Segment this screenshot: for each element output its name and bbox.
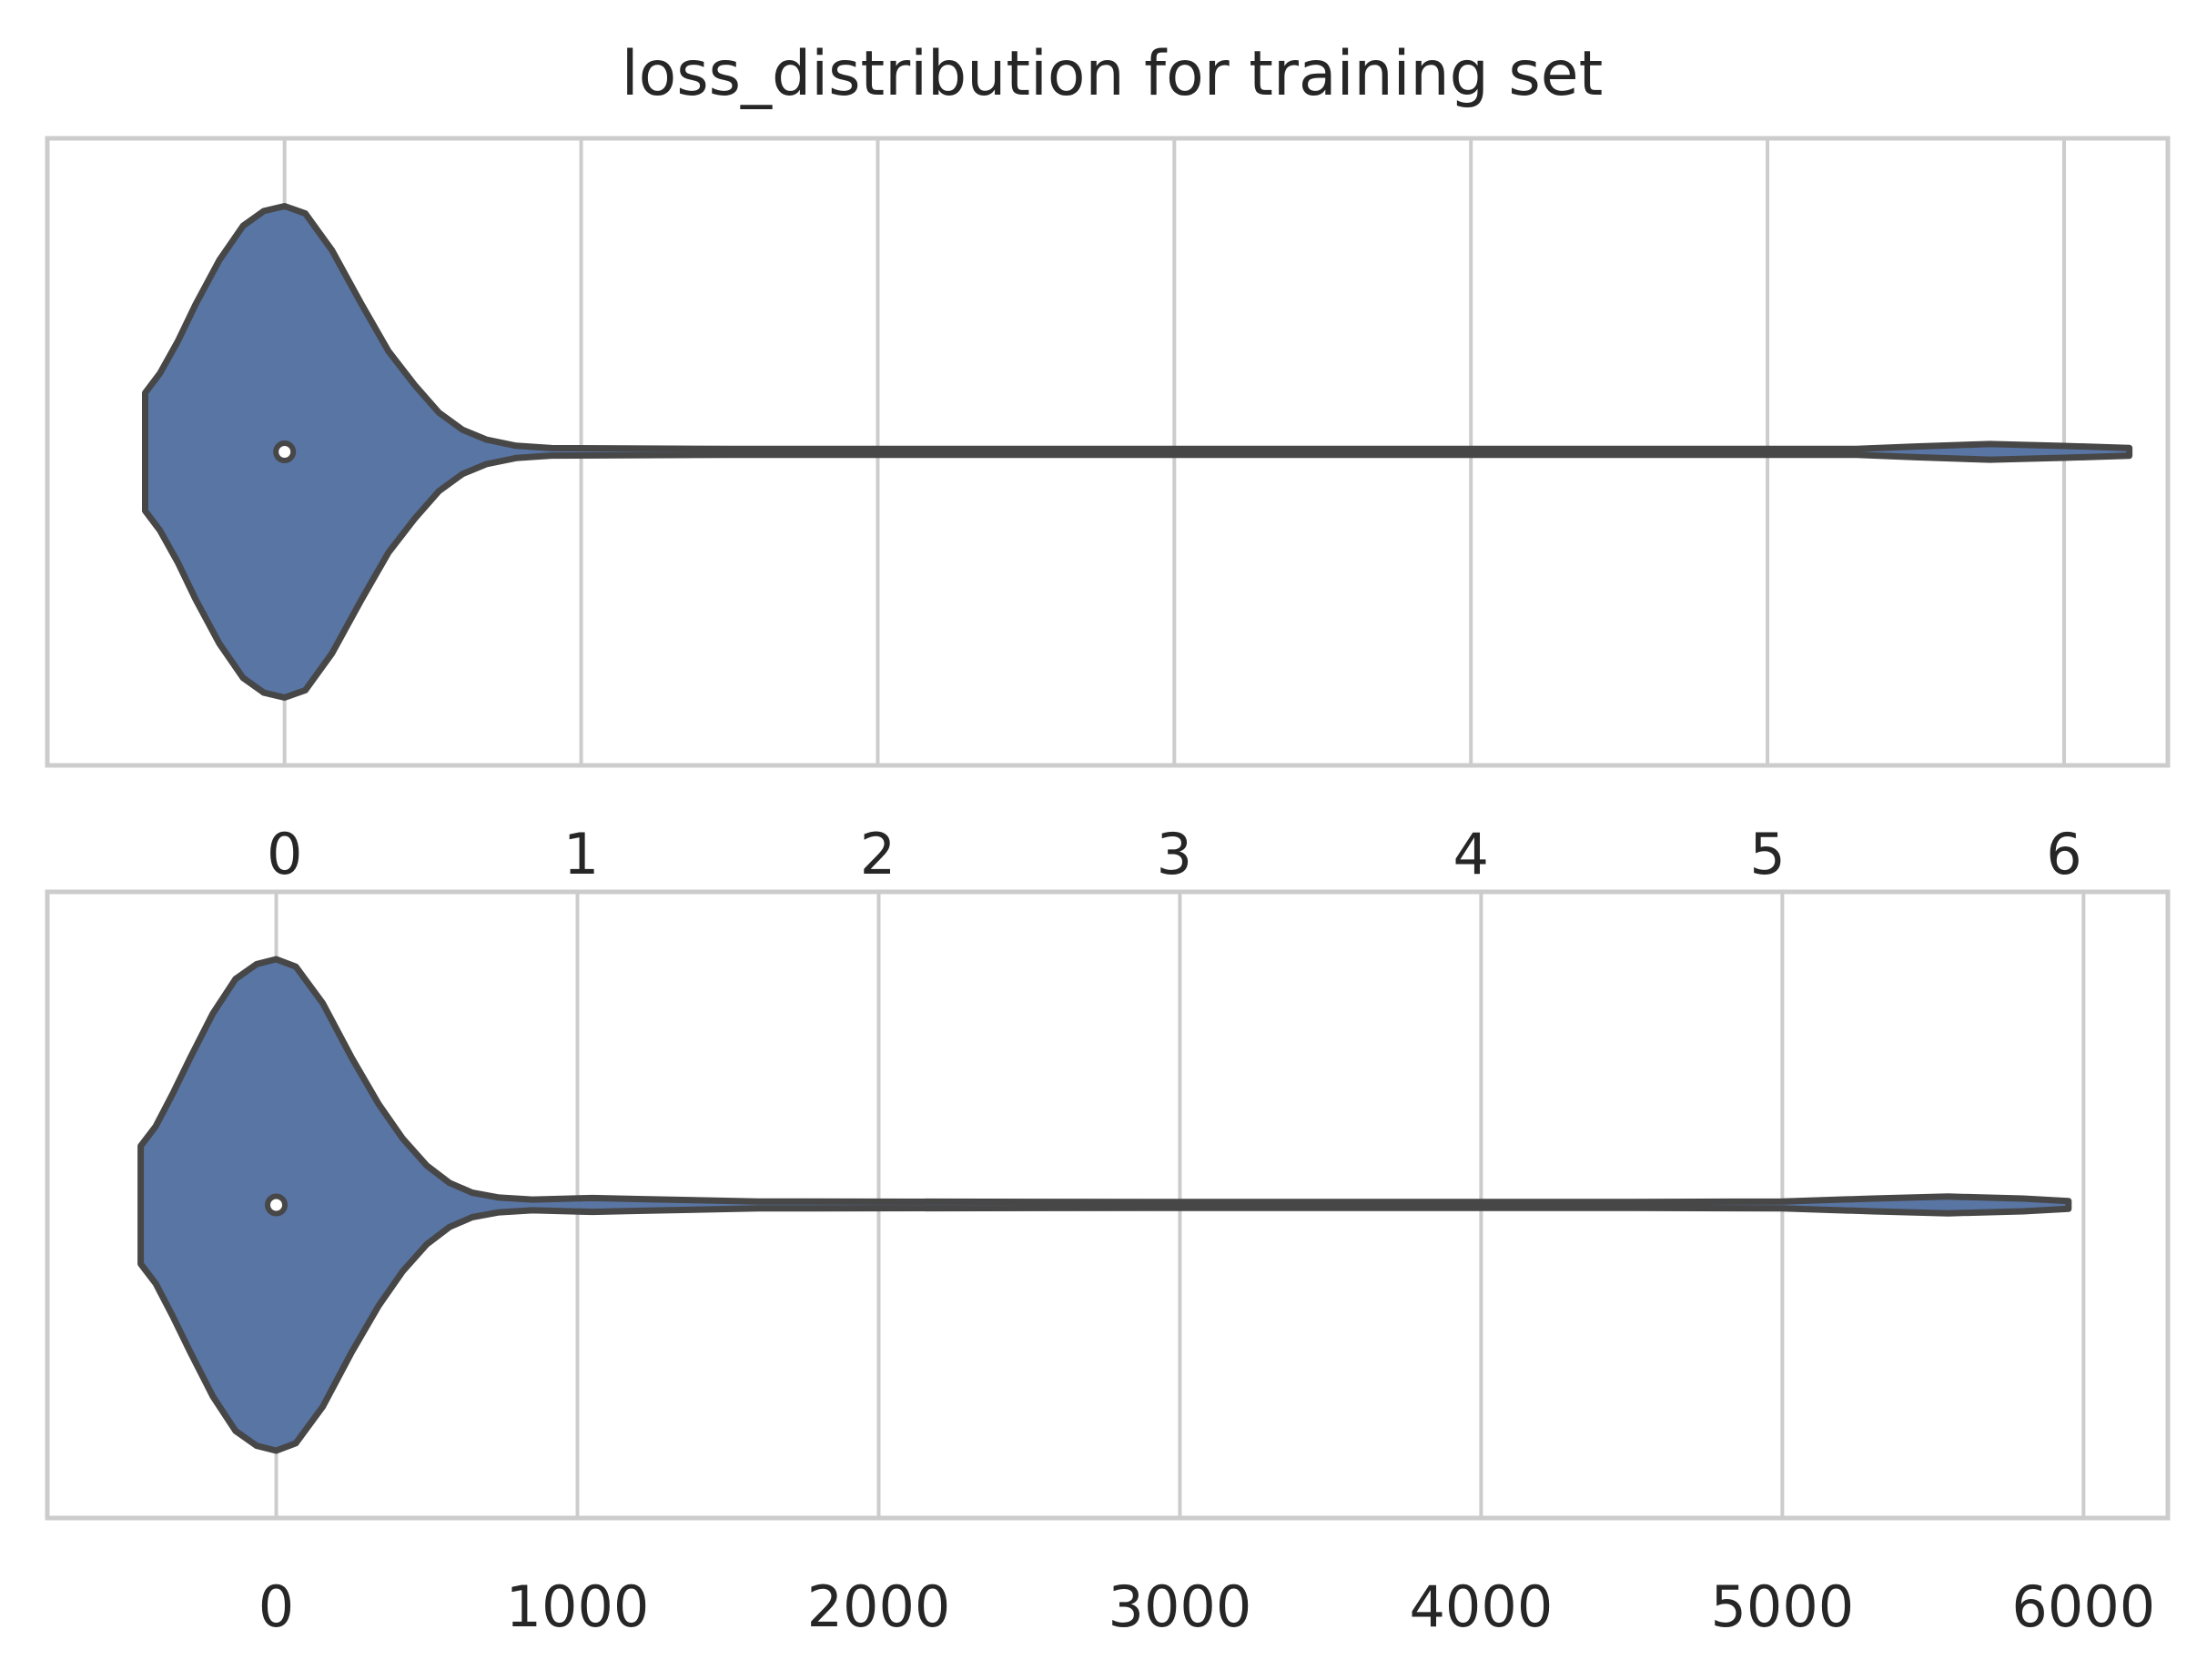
x-tick-label: 6 [2046, 821, 2081, 887]
x-tick-label: 2000 [807, 1574, 951, 1640]
x-tick-label: 3000 [1109, 1574, 1252, 1640]
median-marker [273, 440, 297, 463]
x-tick-label: 5000 [1710, 1574, 1854, 1640]
axes-frame [45, 136, 2171, 768]
x-tick-label: 1 [563, 821, 599, 887]
x-tick-label: 0 [258, 1574, 294, 1640]
axes-frame [45, 889, 2171, 1521]
violin-panel-top: 0 1 2 3 4 5 6 [45, 136, 2171, 887]
median-marker [265, 1193, 289, 1217]
violin-body [142, 203, 2133, 701]
x-tick-label: 0 [267, 821, 302, 887]
x-tick-label: 4000 [1409, 1574, 1553, 1640]
x-tick-label: 6000 [2011, 1574, 2155, 1640]
x-tick-label: 2 [860, 821, 896, 887]
violin-body [137, 956, 2072, 1454]
x-tick-label: 1000 [506, 1574, 650, 1640]
chart-title: loss_distribution for training set [622, 38, 1604, 110]
violin-panel-bottom: 0 1000 2000 3000 4000 5000 6000 [45, 889, 2171, 1640]
x-tick-label: 5 [1749, 821, 1785, 887]
x-tick-label: 4 [1453, 821, 1488, 887]
x-tick-label: 3 [1157, 821, 1192, 887]
